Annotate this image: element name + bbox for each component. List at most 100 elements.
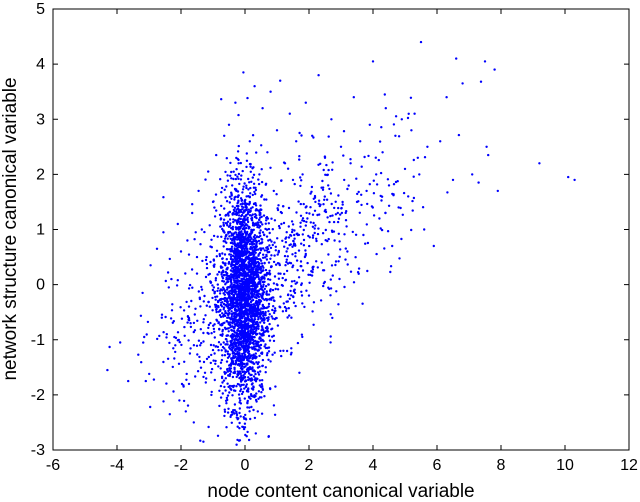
data-point	[338, 277, 341, 281]
x-axis-label: node content canonical variable	[207, 481, 474, 502]
data-point	[279, 306, 282, 309]
data-point	[247, 268, 251, 272]
data-point	[269, 166, 272, 169]
data-point	[272, 260, 276, 264]
data-point	[251, 222, 255, 225]
data-point	[318, 213, 321, 216]
x-tick-label: 2	[305, 457, 314, 474]
data-point	[296, 233, 299, 237]
data-point	[234, 352, 237, 356]
data-point	[256, 321, 259, 324]
data-point	[200, 285, 203, 289]
data-point	[263, 345, 266, 348]
data-point	[229, 302, 232, 306]
data-point	[327, 168, 330, 172]
data-point	[346, 250, 349, 253]
data-point	[257, 397, 260, 400]
data-point	[273, 413, 277, 416]
data-point	[334, 263, 337, 267]
data-point	[231, 394, 234, 397]
data-point	[370, 205, 374, 208]
data-point	[271, 317, 274, 320]
data-point	[237, 194, 240, 197]
data-point	[240, 368, 244, 371]
data-point	[246, 216, 249, 219]
data-point	[236, 363, 239, 366]
data-point	[238, 383, 241, 386]
data-point	[234, 316, 237, 319]
data-point	[250, 240, 253, 244]
data-point	[446, 191, 449, 194]
data-point	[257, 277, 261, 281]
data-point	[207, 355, 210, 359]
data-point	[269, 290, 272, 293]
data-point	[207, 323, 211, 327]
data-point	[276, 253, 279, 256]
data-point	[236, 150, 240, 153]
data-point	[246, 212, 249, 216]
data-point	[209, 280, 212, 283]
data-point	[308, 281, 311, 284]
data-point	[345, 225, 348, 228]
data-point	[149, 405, 152, 409]
data-point	[238, 301, 242, 305]
data-point	[264, 222, 267, 225]
data-point	[251, 369, 254, 372]
data-point	[194, 231, 197, 234]
data-point	[242, 270, 245, 273]
data-point	[228, 253, 231, 256]
data-point	[245, 186, 248, 190]
data-point	[286, 316, 289, 319]
data-point	[236, 247, 239, 250]
data-point	[231, 258, 234, 261]
y-tick-label: 3	[36, 111, 45, 128]
data-point	[294, 304, 297, 308]
data-point	[248, 307, 251, 311]
data-point	[278, 226, 281, 230]
data-point	[252, 224, 255, 227]
data-point	[300, 333, 304, 336]
data-point	[235, 338, 239, 341]
data-point	[243, 329, 246, 332]
data-point	[180, 317, 184, 320]
data-point	[362, 233, 365, 237]
data-point	[202, 440, 205, 443]
data-point	[274, 263, 278, 266]
data-point	[330, 229, 334, 232]
data-point	[229, 367, 233, 370]
data-point	[317, 163, 320, 166]
data-point	[233, 241, 236, 245]
data-point	[254, 192, 257, 196]
data-point	[264, 346, 268, 350]
data-point	[226, 352, 230, 356]
data-point	[312, 136, 315, 139]
data-point	[238, 337, 242, 340]
data-point	[243, 284, 246, 288]
data-point	[255, 329, 258, 332]
data-point	[226, 350, 229, 353]
data-point	[210, 390, 213, 394]
data-point	[324, 173, 327, 176]
data-point	[218, 404, 221, 408]
data-point	[137, 353, 140, 356]
data-point	[248, 367, 252, 371]
data-point	[233, 366, 236, 369]
data-point	[259, 216, 262, 219]
data-point	[284, 241, 288, 244]
y-tick-label: -3	[31, 442, 45, 459]
data-point	[252, 182, 256, 185]
data-point	[257, 316, 260, 319]
data-point	[342, 154, 345, 157]
data-point	[257, 340, 260, 344]
data-point	[366, 202, 369, 206]
data-point	[239, 399, 242, 402]
data-point	[228, 201, 231, 204]
data-point	[231, 205, 234, 208]
data-point	[262, 321, 266, 324]
data-point	[252, 408, 255, 412]
data-point	[223, 414, 226, 418]
data-point	[302, 244, 306, 247]
data-point	[108, 345, 111, 349]
data-point	[177, 338, 180, 342]
data-point	[368, 123, 371, 127]
